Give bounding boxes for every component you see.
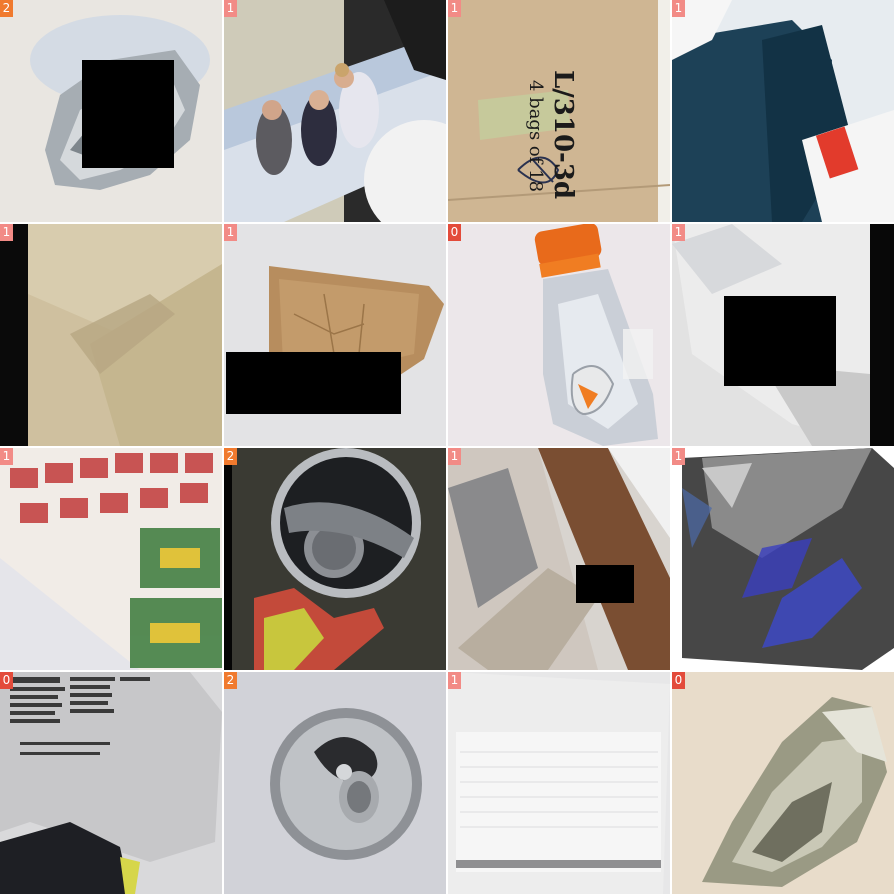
redaction-mask [226, 352, 401, 414]
tile-tin-can: 2 [224, 448, 446, 670]
tin-can-photo [224, 448, 446, 670]
tile-aluminum-can: 2 [224, 672, 446, 894]
tile-label-badge: 1 [672, 224, 685, 241]
redaction-mask [724, 296, 836, 386]
white-paper-photo [448, 672, 670, 894]
tile-magazine-photo: 1 [224, 0, 446, 222]
flyer-photo [0, 448, 222, 670]
tile-label-badge: 2 [224, 448, 237, 465]
tile-cardboard-piece: 1 [224, 224, 446, 446]
tile-label-badge: 1 [224, 224, 237, 241]
printed-paper-photo [0, 672, 222, 894]
tile-glass-jar: 0 [672, 672, 894, 894]
tile-foil: 2 [0, 0, 222, 222]
cardboard-photo [448, 0, 670, 222]
bottle-photo [448, 224, 670, 446]
tile-blue-packaging: 1 [672, 0, 894, 222]
tile-label-badge: 2 [0, 0, 13, 17]
magazine-photo [224, 0, 446, 222]
tile-white-paper: 1 [448, 672, 670, 894]
tile-label-badge: 1 [672, 0, 685, 17]
box-pack-text: 4 bags of 18 [525, 80, 546, 193]
room-photo [448, 448, 670, 670]
tile-grocery-flyer: 1 [0, 448, 222, 670]
tile-label-badge: 0 [448, 224, 461, 241]
tile-label-badge: 1 [448, 448, 461, 465]
tile-label-badge: 1 [448, 672, 461, 689]
tile-printed-paper: 0 [0, 672, 222, 894]
tile-cardboard-box: L/310-3d 4 bags of 18 1 [448, 0, 670, 222]
glass-jar-photo [672, 672, 894, 894]
tile-label-badge: 2 [224, 672, 237, 689]
tile-label-badge: 0 [0, 672, 13, 689]
tile-label-badge: 1 [224, 0, 237, 17]
tile-label-badge: 1 [448, 0, 461, 17]
tile-label-badge: 1 [0, 448, 13, 465]
tile-label-badge: 1 [672, 448, 685, 465]
tile-paper-bag: 1 [672, 224, 894, 446]
redaction-mask [576, 565, 634, 603]
redaction-mask [82, 60, 174, 168]
packaging-photo [672, 0, 894, 222]
aluminum-can-photo [224, 672, 446, 894]
tile-plastic-bottle: 0 [448, 224, 670, 446]
tile-dark-plastic: 1 [672, 448, 894, 670]
tile-label-badge: 0 [672, 672, 685, 689]
tile-kraft-envelope: 1 [0, 224, 222, 446]
envelope-photo [0, 224, 222, 446]
box-code-text: L/310-3d [548, 70, 578, 200]
dark-plastic-photo [672, 448, 894, 670]
tile-label-badge: 1 [0, 224, 13, 241]
tile-room-interior: 1 [448, 448, 670, 670]
